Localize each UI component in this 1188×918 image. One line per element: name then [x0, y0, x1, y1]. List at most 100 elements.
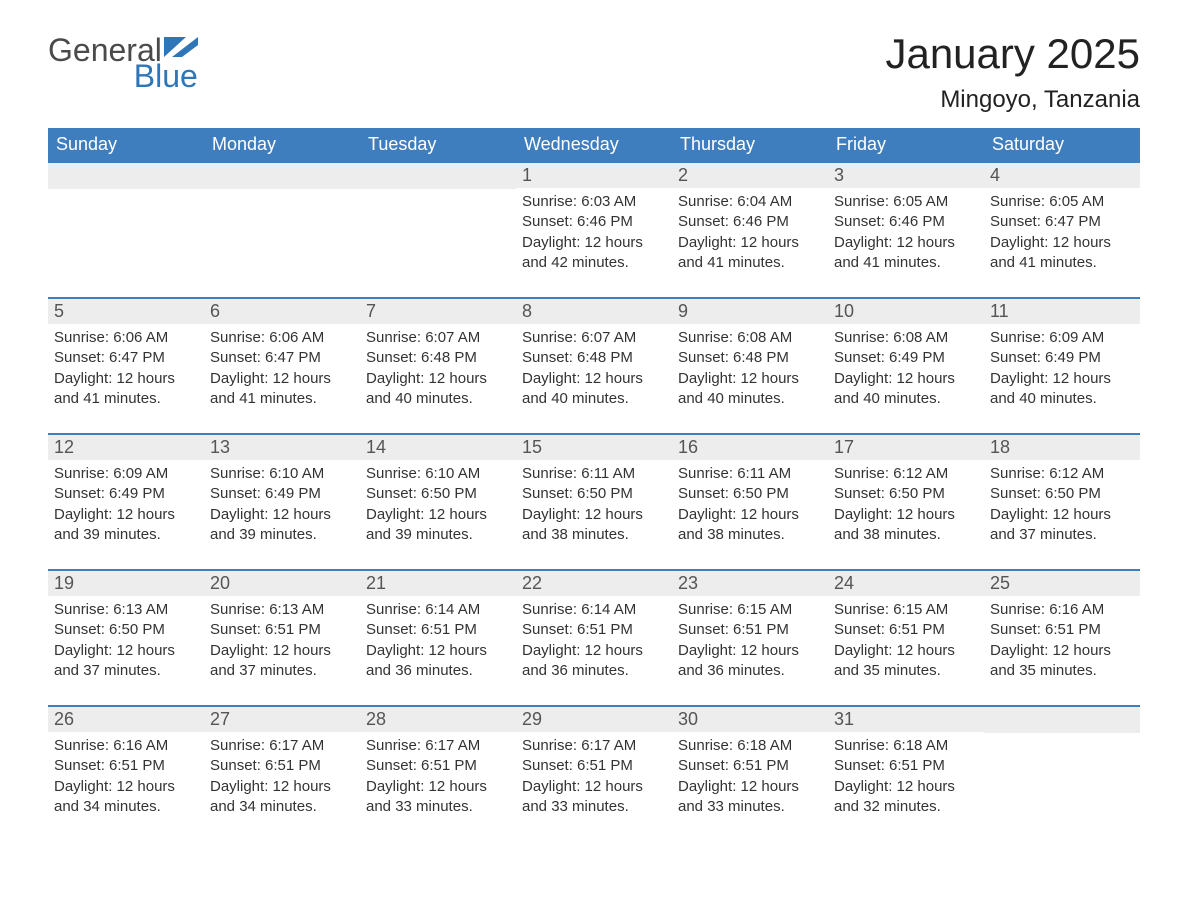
weekday-header: Monday — [204, 128, 360, 162]
day-details: Sunrise: 6:09 AMSunset: 6:49 PMDaylight:… — [984, 324, 1140, 417]
sunrise-line: Sunrise: 6:18 AM — [834, 736, 978, 756]
daylight-line: Daylight: 12 hours and 40 minutes. — [678, 369, 822, 410]
day-details: Sunrise: 6:17 AMSunset: 6:51 PMDaylight:… — [360, 732, 516, 825]
day-details: Sunrise: 6:18 AMSunset: 6:51 PMDaylight:… — [828, 732, 984, 825]
calendar-cell: 7Sunrise: 6:07 AMSunset: 6:48 PMDaylight… — [360, 298, 516, 434]
calendar-cell: 2Sunrise: 6:04 AMSunset: 6:46 PMDaylight… — [672, 162, 828, 298]
calendar-cell: 17Sunrise: 6:12 AMSunset: 6:50 PMDayligh… — [828, 434, 984, 570]
sunset-line: Sunset: 6:51 PM — [834, 620, 978, 640]
sunrise-line: Sunrise: 6:15 AM — [678, 600, 822, 620]
day-details: Sunrise: 6:08 AMSunset: 6:48 PMDaylight:… — [672, 324, 828, 417]
brand-logo: General Blue — [48, 30, 198, 92]
day-details: Sunrise: 6:08 AMSunset: 6:49 PMDaylight:… — [828, 324, 984, 417]
sunrise-line: Sunrise: 6:17 AM — [366, 736, 510, 756]
calendar-cell: 6Sunrise: 6:06 AMSunset: 6:47 PMDaylight… — [204, 298, 360, 434]
day-details: Sunrise: 6:12 AMSunset: 6:50 PMDaylight:… — [828, 460, 984, 553]
calendar-cell: 21Sunrise: 6:14 AMSunset: 6:51 PMDayligh… — [360, 570, 516, 706]
daylight-line: Daylight: 12 hours and 33 minutes. — [678, 777, 822, 818]
calendar-cell: 20Sunrise: 6:13 AMSunset: 6:51 PMDayligh… — [204, 570, 360, 706]
day-number: 8 — [516, 299, 672, 324]
calendar-cell: 18Sunrise: 6:12 AMSunset: 6:50 PMDayligh… — [984, 434, 1140, 570]
sunrise-line: Sunrise: 6:06 AM — [54, 328, 198, 348]
month-title: January 2025 — [885, 30, 1140, 78]
sunset-line: Sunset: 6:51 PM — [834, 756, 978, 776]
daylight-line: Daylight: 12 hours and 32 minutes. — [834, 777, 978, 818]
calendar-cell — [984, 706, 1140, 842]
day-details: Sunrise: 6:13 AMSunset: 6:50 PMDaylight:… — [48, 596, 204, 689]
day-details: Sunrise: 6:13 AMSunset: 6:51 PMDaylight:… — [204, 596, 360, 689]
sunset-line: Sunset: 6:46 PM — [522, 212, 666, 232]
location-title: Mingoyo, Tanzania — [885, 86, 1140, 114]
day-number: 27 — [204, 707, 360, 732]
day-details: Sunrise: 6:11 AMSunset: 6:50 PMDaylight:… — [516, 460, 672, 553]
sunset-line: Sunset: 6:50 PM — [990, 484, 1134, 504]
day-details: Sunrise: 6:11 AMSunset: 6:50 PMDaylight:… — [672, 460, 828, 553]
day-number: 21 — [360, 571, 516, 596]
day-details: Sunrise: 6:03 AMSunset: 6:46 PMDaylight:… — [516, 188, 672, 281]
day-details: Sunrise: 6:07 AMSunset: 6:48 PMDaylight:… — [360, 324, 516, 417]
daylight-line: Daylight: 12 hours and 39 minutes. — [366, 505, 510, 546]
sunset-line: Sunset: 6:46 PM — [834, 212, 978, 232]
calendar-cell: 5Sunrise: 6:06 AMSunset: 6:47 PMDaylight… — [48, 298, 204, 434]
daylight-line: Daylight: 12 hours and 41 minutes. — [210, 369, 354, 410]
sunrise-line: Sunrise: 6:05 AM — [990, 192, 1134, 212]
sunset-line: Sunset: 6:51 PM — [366, 620, 510, 640]
calendar-cell: 3Sunrise: 6:05 AMSunset: 6:46 PMDaylight… — [828, 162, 984, 298]
calendar-cell: 16Sunrise: 6:11 AMSunset: 6:50 PMDayligh… — [672, 434, 828, 570]
daylight-line: Daylight: 12 hours and 40 minutes. — [834, 369, 978, 410]
sunrise-line: Sunrise: 6:11 AM — [678, 464, 822, 484]
weekday-header: Wednesday — [516, 128, 672, 162]
sunrise-line: Sunrise: 6:05 AM — [834, 192, 978, 212]
day-details: Sunrise: 6:12 AMSunset: 6:50 PMDaylight:… — [984, 460, 1140, 553]
calendar-body: 1Sunrise: 6:03 AMSunset: 6:46 PMDaylight… — [48, 162, 1140, 842]
day-details: Sunrise: 6:17 AMSunset: 6:51 PMDaylight:… — [516, 732, 672, 825]
daylight-line: Daylight: 12 hours and 34 minutes. — [54, 777, 198, 818]
day-number: 13 — [204, 435, 360, 460]
calendar-cell: 12Sunrise: 6:09 AMSunset: 6:49 PMDayligh… — [48, 434, 204, 570]
sunrise-line: Sunrise: 6:08 AM — [678, 328, 822, 348]
calendar-cell: 25Sunrise: 6:16 AMSunset: 6:51 PMDayligh… — [984, 570, 1140, 706]
day-number: 22 — [516, 571, 672, 596]
day-number: 7 — [360, 299, 516, 324]
day-details: Sunrise: 6:14 AMSunset: 6:51 PMDaylight:… — [516, 596, 672, 689]
calendar-cell — [360, 162, 516, 298]
calendar-week-row: 26Sunrise: 6:16 AMSunset: 6:51 PMDayligh… — [48, 706, 1140, 842]
day-number: 14 — [360, 435, 516, 460]
sunrise-line: Sunrise: 6:10 AM — [366, 464, 510, 484]
day-number: 17 — [828, 435, 984, 460]
day-details: Sunrise: 6:06 AMSunset: 6:47 PMDaylight:… — [204, 324, 360, 417]
calendar-cell: 8Sunrise: 6:07 AMSunset: 6:48 PMDaylight… — [516, 298, 672, 434]
sunset-line: Sunset: 6:47 PM — [210, 348, 354, 368]
calendar-cell: 19Sunrise: 6:13 AMSunset: 6:50 PMDayligh… — [48, 570, 204, 706]
calendar-cell: 27Sunrise: 6:17 AMSunset: 6:51 PMDayligh… — [204, 706, 360, 842]
daylight-line: Daylight: 12 hours and 33 minutes. — [522, 777, 666, 818]
day-number: 23 — [672, 571, 828, 596]
day-number: 25 — [984, 571, 1140, 596]
daynum-bar-empty — [48, 163, 204, 189]
daylight-line: Daylight: 12 hours and 40 minutes. — [366, 369, 510, 410]
calendar-cell: 4Sunrise: 6:05 AMSunset: 6:47 PMDaylight… — [984, 162, 1140, 298]
day-number: 30 — [672, 707, 828, 732]
sunrise-line: Sunrise: 6:03 AM — [522, 192, 666, 212]
day-details: Sunrise: 6:10 AMSunset: 6:50 PMDaylight:… — [360, 460, 516, 553]
sunrise-line: Sunrise: 6:07 AM — [522, 328, 666, 348]
sunrise-line: Sunrise: 6:12 AM — [990, 464, 1134, 484]
daylight-line: Daylight: 12 hours and 38 minutes. — [678, 505, 822, 546]
daylight-line: Daylight: 12 hours and 37 minutes. — [990, 505, 1134, 546]
day-details: Sunrise: 6:16 AMSunset: 6:51 PMDaylight:… — [984, 596, 1140, 689]
sunrise-line: Sunrise: 6:09 AM — [990, 328, 1134, 348]
weekday-header: Friday — [828, 128, 984, 162]
sunset-line: Sunset: 6:49 PM — [834, 348, 978, 368]
weekday-header: Thursday — [672, 128, 828, 162]
daylight-line: Daylight: 12 hours and 33 minutes. — [366, 777, 510, 818]
sunrise-line: Sunrise: 6:14 AM — [366, 600, 510, 620]
day-number: 26 — [48, 707, 204, 732]
calendar-week-row: 1Sunrise: 6:03 AMSunset: 6:46 PMDaylight… — [48, 162, 1140, 298]
daylight-line: Daylight: 12 hours and 40 minutes. — [990, 369, 1134, 410]
daylight-line: Daylight: 12 hours and 41 minutes. — [54, 369, 198, 410]
day-number: 6 — [204, 299, 360, 324]
daynum-bar-empty — [360, 163, 516, 189]
calendar-cell: 1Sunrise: 6:03 AMSunset: 6:46 PMDaylight… — [516, 162, 672, 298]
day-number: 4 — [984, 163, 1140, 188]
daylight-line: Daylight: 12 hours and 41 minutes. — [834, 233, 978, 274]
